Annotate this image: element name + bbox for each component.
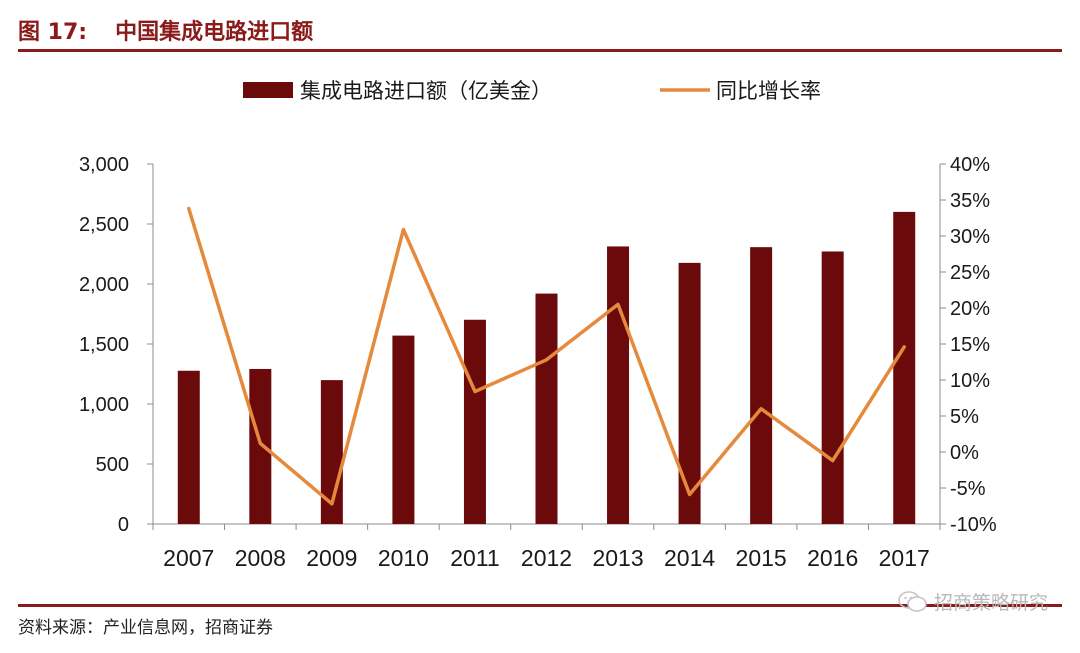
x-tick-label: 2008 (235, 545, 286, 571)
chart: 集成电路进口额（亿美金） 同比增长率 0 500 1,000 1,500 2,000 2,5… (79, 79, 997, 571)
bar-series (177, 211, 916, 525)
y-right-tick-label: 35% (950, 190, 990, 212)
y-right-tick-label: 25% (950, 262, 990, 284)
x-tick-label: 2009 (306, 545, 357, 571)
x-tick-label: 2015 (736, 545, 787, 571)
line-series (187, 206, 906, 506)
y-right-tick-label: 0% (950, 442, 979, 464)
bar (177, 370, 200, 524)
legend-line-label: 同比增长率 (716, 79, 821, 103)
y-left-tick-label: 1,500 (79, 334, 129, 356)
legend-bar-swatch (243, 82, 293, 98)
y-right-tick-label: -10% (950, 514, 997, 536)
x-axis-tick-labels: 2007 2008 2009 2010 2011 2012 2013 2014 2015 2016… (163, 545, 930, 571)
bar (750, 247, 773, 524)
axes: 0 500 1,000 1,500 2,000 2,500 3,000 -10% -5% 0% 5%… (79, 154, 997, 536)
y-left-tick-label: 0 (118, 514, 129, 536)
y-left-tick-label: 3,000 (79, 154, 129, 176)
x-tick-label: 2012 (521, 545, 572, 571)
x-tick-label: 2014 (664, 545, 715, 571)
growth-rate-line (187, 206, 906, 506)
bar (821, 251, 844, 525)
y-left-tick-label: 1,000 (79, 394, 129, 416)
bar (893, 211, 916, 524)
bar (535, 293, 558, 524)
y-right-tick-label: 40% (950, 154, 990, 176)
y-left-tick-label: 2,000 (79, 274, 129, 296)
legend-bar-label: 集成电路进口额（亿美金） (300, 79, 552, 103)
y-right-tick-label: 30% (950, 226, 990, 248)
wechat-icon (898, 590, 928, 614)
watermark: 招商策略研究 (898, 588, 1048, 615)
x-tick-label: 2016 (807, 545, 858, 571)
bar (392, 335, 415, 524)
y-right-tick-label: -5% (950, 478, 986, 500)
y-right-tick-label: 20% (950, 298, 990, 320)
legend: 集成电路进口额（亿美金） 同比增长率 (243, 79, 821, 103)
x-tick-label: 2013 (592, 545, 643, 571)
header-rule (18, 49, 1062, 52)
x-tick-label: 2017 (879, 545, 930, 571)
bar (678, 262, 701, 524)
source-note: 资料来源：产业信息网，招商证券 (18, 618, 273, 638)
y-right-tick-label: 15% (950, 334, 990, 356)
footer-rule (18, 604, 1062, 607)
figure-header: 图 17: 中国集成电路进口额 (18, 14, 313, 46)
bar (607, 246, 630, 524)
x-tick-label: 2011 (450, 545, 499, 571)
bar (463, 319, 486, 524)
y-right-tick-label: 5% (950, 406, 979, 428)
figure-title: 中国集成电路进口额 (115, 20, 314, 45)
x-tick-label: 2010 (378, 545, 429, 571)
y-left-tick-label: 500 (96, 454, 129, 476)
bar (249, 368, 272, 524)
y-left-tick-label: 2,500 (79, 214, 129, 236)
y-right-tick-label: 10% (950, 370, 990, 392)
x-tick-label: 2007 (163, 545, 214, 571)
watermark-text: 招商策略研究 (933, 592, 1048, 614)
figure-number: 图 17: (18, 20, 88, 45)
